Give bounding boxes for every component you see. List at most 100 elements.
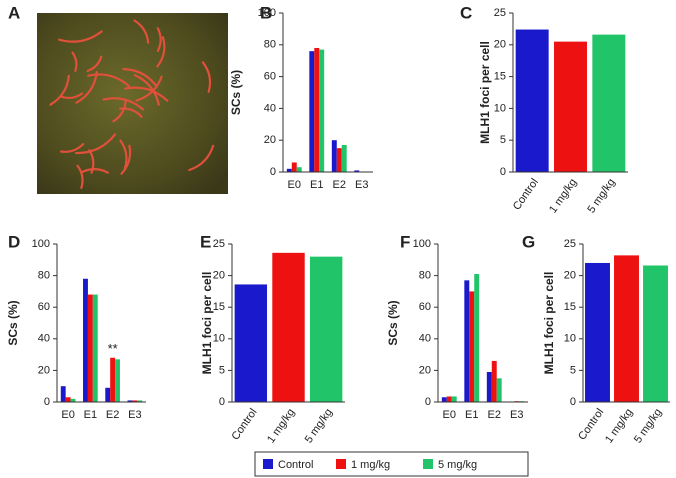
y-tick-label: 15 [494,71,506,83]
y-tick-label: 0 [270,166,276,178]
bar [137,400,143,402]
bar [314,47,320,173]
chromosome [201,61,212,93]
bar [286,168,292,172]
x-tick-label: E1 [310,179,323,191]
legend-swatch [423,459,433,469]
bar [614,255,639,402]
y-tick-label: 25 [213,238,225,250]
legend-label: 5 mg/kg [438,459,477,471]
y-tick-label: 60 [419,301,431,313]
bar [469,291,475,402]
bar [486,371,492,402]
y-tick-label: 20 [38,364,50,376]
y-tick-label: 40 [419,333,431,345]
bar [65,397,71,402]
bar [331,140,337,172]
bar [105,387,111,402]
x-tick-label: Control [511,177,541,213]
bar [83,278,88,402]
y-tick-label: 5 [219,364,225,376]
x-tick-label: 1 mg/kg [603,407,635,446]
bar [132,400,138,402]
bar [309,256,343,402]
bar [446,396,452,402]
chromosome [59,142,85,153]
legend-box [254,451,529,477]
legend-swatch [263,459,273,469]
x-tick-label: 1 mg/kg [265,407,297,446]
panel-label: G [522,232,535,251]
bar [491,360,497,402]
chromosome [80,168,110,174]
panel-label: F [400,232,410,251]
y-tick-label: 100 [258,7,276,19]
bar [341,144,347,172]
panel-label: A [8,3,20,22]
y-tick-label: 15 [213,301,225,313]
x-tick-label: E1 [84,409,97,421]
x-tick-label: E2 [106,409,119,421]
bar [296,167,302,172]
bar [110,357,116,402]
y-axis-label: MLH1 foci per cell [200,272,214,375]
y-tick-label: 20 [564,270,576,282]
bar [585,262,610,402]
chromosome [74,133,117,155]
y-tick-label: 100 [413,238,431,250]
bar [234,284,268,402]
y-tick-label: 80 [264,39,276,51]
bar [354,170,360,172]
chromosome [71,51,78,73]
chromosome [76,164,84,190]
x-tick-label: Control [229,407,259,443]
bar [115,359,120,402]
bar [474,274,480,402]
y-tick-label: 25 [494,7,506,19]
y-tick-label: 40 [264,102,276,114]
y-tick-label: 5 [570,364,576,376]
bar [441,397,447,402]
bar [291,162,297,172]
chromosome [133,74,160,106]
chromosome [59,92,84,100]
y-axis-label: SCs (%) [386,300,400,345]
bar [70,398,76,402]
x-tick-label: E0 [288,179,301,191]
y-tick-label: 20 [264,134,276,146]
chromosome [86,55,103,72]
x-tick-label: E3 [355,179,368,191]
x-tick-label: E0 [61,409,74,421]
x-tick-label: E2 [488,409,501,421]
y-tick-label: 60 [38,301,50,313]
panel-label: B [260,3,272,22]
chromosome [87,73,131,88]
y-tick-label: 40 [38,333,50,345]
y-tick-label: 5 [500,134,506,146]
y-tick-label: 60 [264,71,276,83]
panel-label: E [200,232,211,251]
bar [496,378,502,402]
chromosome [120,144,132,175]
chromosome [58,30,103,43]
panel-label: D [8,232,20,251]
bar [60,386,66,402]
y-tick-label: 0 [570,396,576,408]
x-tick-label: E1 [465,409,478,421]
bar [515,29,549,173]
chromosome [49,74,70,106]
chromosome [102,97,145,111]
y-tick-label: 0 [44,396,50,408]
y-tick-label: 100 [32,238,50,250]
x-tick-label: E3 [510,409,523,421]
bar [464,280,470,402]
x-tick-label: 5 mg/kg [585,177,617,216]
x-tick-label: 5 mg/kg [303,407,335,446]
y-axis-label: MLH1 foci per cell [478,41,492,144]
y-tick-label: 0 [219,396,225,408]
y-tick-label: 80 [419,270,431,282]
y-tick-label: 0 [425,396,431,408]
chromosome [122,68,158,88]
bar [319,49,325,172]
y-tick-label: 0 [500,166,506,178]
